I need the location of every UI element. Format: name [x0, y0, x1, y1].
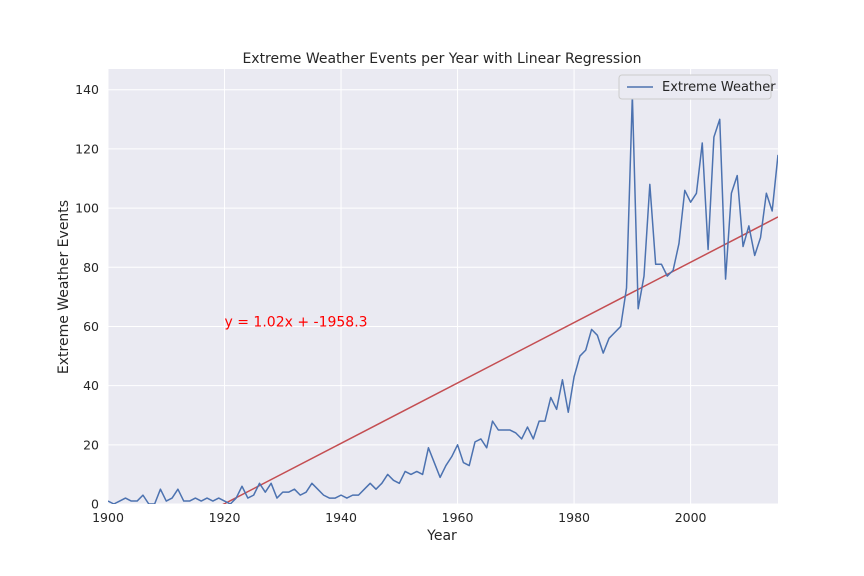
y-tick-label: 20 [83, 437, 99, 452]
x-tick-label: 1940 [325, 510, 357, 525]
x-tick-label: 1980 [558, 510, 590, 525]
y-tick-label: 100 [75, 201, 99, 216]
x-axis-label: Year [426, 528, 457, 544]
legend-box [618, 74, 772, 100]
regression-equation-label: y = 1.02x + -1958.3 [225, 314, 368, 330]
x-tick-label: 1900 [92, 510, 124, 525]
y-tick-label: 120 [75, 141, 99, 156]
y-tick-label: 40 [83, 378, 99, 393]
legend: Extreme Weather [618, 74, 776, 100]
legend-label-extreme-weather: Extreme Weather [662, 80, 776, 95]
series-line-extreme-weather [108, 94, 778, 504]
plot-area [108, 69, 778, 504]
x-tick-label: 2000 [675, 510, 707, 525]
y-axis-ticks: 0 20 40 60 80 100 120 140 [75, 82, 99, 511]
x-axis-ticks: 1900 1920 1940 1960 1980 2000 [92, 510, 706, 525]
y-tick-label: 0 [91, 497, 99, 512]
y-axis-label: Extreme Weather Events [56, 200, 72, 374]
x-tick-label: 1960 [442, 510, 474, 525]
x-tick-label: 1920 [209, 510, 241, 525]
chart-title: Extreme Weather Events per Year with Lin… [242, 51, 641, 67]
y-tick-label: 80 [83, 260, 99, 275]
y-tick-label: 60 [83, 319, 99, 334]
y-tick-label: 140 [75, 82, 99, 97]
